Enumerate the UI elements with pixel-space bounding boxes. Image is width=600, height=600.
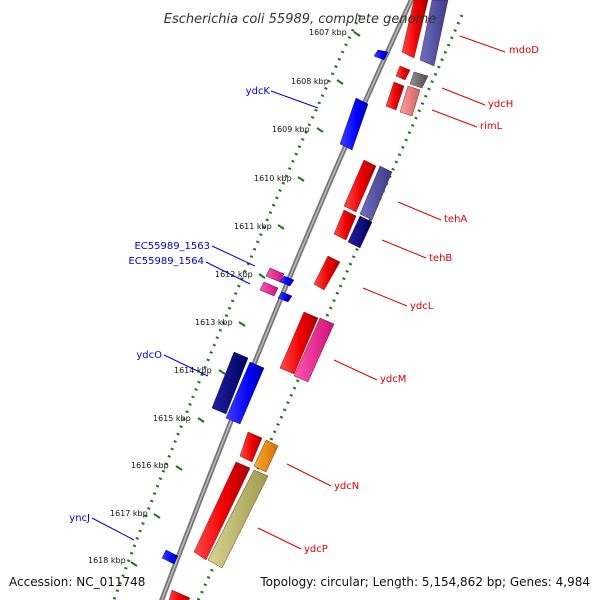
tick-mark xyxy=(130,561,138,567)
tick-label: 1615 kbp xyxy=(153,414,191,423)
forward-strand-features xyxy=(168,0,449,600)
label-leader xyxy=(333,359,378,381)
gene-label-ydco[interactable]: ydcO xyxy=(136,350,162,361)
cds-feature[interactable] xyxy=(395,65,411,81)
tick-mark xyxy=(218,369,226,375)
cds-feature[interactable] xyxy=(279,275,295,287)
gene-label-ec55989-1563[interactable]: EC55989_1563 xyxy=(134,241,210,252)
label-leader xyxy=(431,109,478,128)
cds-feature[interactable] xyxy=(161,549,179,565)
label-leader xyxy=(257,527,302,550)
label-leader xyxy=(362,287,408,307)
cds-feature[interactable] xyxy=(168,589,191,600)
reverse-strand-features xyxy=(161,49,389,565)
gene-label-ydcp[interactable]: ydcP xyxy=(304,544,328,555)
cds-feature[interactable] xyxy=(419,0,449,67)
tick-label: 1609 kbp xyxy=(272,125,310,134)
cds-feature[interactable] xyxy=(339,97,369,151)
label-leader xyxy=(205,261,251,285)
tick-label: 1616 kbp xyxy=(131,461,169,470)
gene-label-teha[interactable]: tehA xyxy=(444,214,467,225)
tick-mark xyxy=(336,79,344,85)
tick-label: 1613 kbp xyxy=(195,318,233,327)
tick-label: 1607 kbp xyxy=(309,28,347,37)
gene-label-mdod[interactable]: mdoD xyxy=(509,45,539,56)
tick-mark xyxy=(316,127,324,133)
tick-mark xyxy=(197,417,205,423)
cds-feature[interactable] xyxy=(193,461,251,561)
cds-feature[interactable] xyxy=(253,439,279,473)
cds-feature[interactable] xyxy=(399,85,421,117)
tick-labels: 1607 kbp 1608 kbp 1609 kbp 1610 kbp 1611… xyxy=(88,28,347,565)
cds-feature[interactable] xyxy=(343,159,377,213)
tick-mark xyxy=(353,31,361,37)
cds-feature[interactable] xyxy=(347,215,373,249)
cds-feature[interactable] xyxy=(409,71,429,89)
tick-mark xyxy=(258,273,266,279)
tick-marks xyxy=(130,31,361,567)
tick-label: 1610 kbp xyxy=(254,174,292,183)
inner-tick-ring xyxy=(112,14,362,600)
tick-label: 1611 kbp xyxy=(234,222,272,231)
map-title: Escherichia coli 55989, complete genome xyxy=(164,12,436,27)
label-leader xyxy=(381,239,427,259)
gene-label-yncj[interactable]: yncJ xyxy=(69,513,90,524)
cds-feature[interactable] xyxy=(333,209,357,241)
gene-label-tehb[interactable]: tehB xyxy=(429,253,452,264)
gene-label-ydcn[interactable]: ydcN xyxy=(334,481,359,492)
reverse-gene-labels: ydcK EC55989_1563 EC55989_1564 ydcO yncJ xyxy=(69,86,270,524)
label-leader xyxy=(441,87,486,106)
label-leader xyxy=(459,35,506,53)
cds-feature[interactable] xyxy=(313,255,341,291)
gene-label-riml[interactable]: rimL xyxy=(480,121,503,132)
tick-label: 1608 kbp xyxy=(291,77,329,86)
cds-feature[interactable] xyxy=(373,49,389,61)
tick-mark xyxy=(277,224,285,230)
gene-label-ydch[interactable]: ydcH xyxy=(488,99,513,110)
tick-mark xyxy=(297,176,305,182)
gene-label-ydcl[interactable]: ydcL xyxy=(410,301,434,312)
forward-label-leaders xyxy=(257,35,506,550)
tick-label: 1612 kbp xyxy=(215,270,253,279)
cds-feature[interactable] xyxy=(207,469,269,569)
genome-summary-text: Topology: circular; Length: 5,154,862 bp… xyxy=(259,575,590,589)
forward-gene-labels: mdoD ydcH rimL tehA tehB ydcL ydcM ydcN … xyxy=(304,45,539,555)
label-leader xyxy=(270,90,319,109)
cds-feature[interactable] xyxy=(259,281,279,297)
label-leader xyxy=(211,245,256,267)
label-leader xyxy=(163,354,209,377)
gene-label-ec55989-1564[interactable]: EC55989_1564 xyxy=(128,256,204,267)
tick-mark xyxy=(175,465,183,471)
gene-label-ydcm[interactable]: ydcM xyxy=(380,374,406,385)
tick-label: 1614 kbp xyxy=(174,366,212,375)
cds-feature[interactable] xyxy=(225,361,265,425)
cds-feature[interactable] xyxy=(293,317,335,383)
label-leader xyxy=(397,201,442,221)
gene-label-ydck[interactable]: ydcK xyxy=(246,86,271,97)
reverse-label-leaders xyxy=(91,90,319,541)
label-leader xyxy=(91,517,135,541)
tick-mark xyxy=(238,321,246,327)
cds-feature[interactable] xyxy=(277,291,293,303)
cds-feature[interactable] xyxy=(239,431,263,463)
tick-label: 1617 kbp xyxy=(110,509,148,518)
cds-feature[interactable] xyxy=(385,81,405,111)
cds-feature[interactable] xyxy=(401,0,429,59)
cds-feature[interactable] xyxy=(359,165,393,221)
cds-feature[interactable] xyxy=(211,351,249,415)
tick-mark xyxy=(153,513,161,519)
label-leader xyxy=(286,463,332,487)
cds-feature[interactable] xyxy=(279,311,319,375)
accession-text: Accession: NC_011748 xyxy=(9,575,145,589)
tick-label: 1618 kbp xyxy=(88,556,126,565)
